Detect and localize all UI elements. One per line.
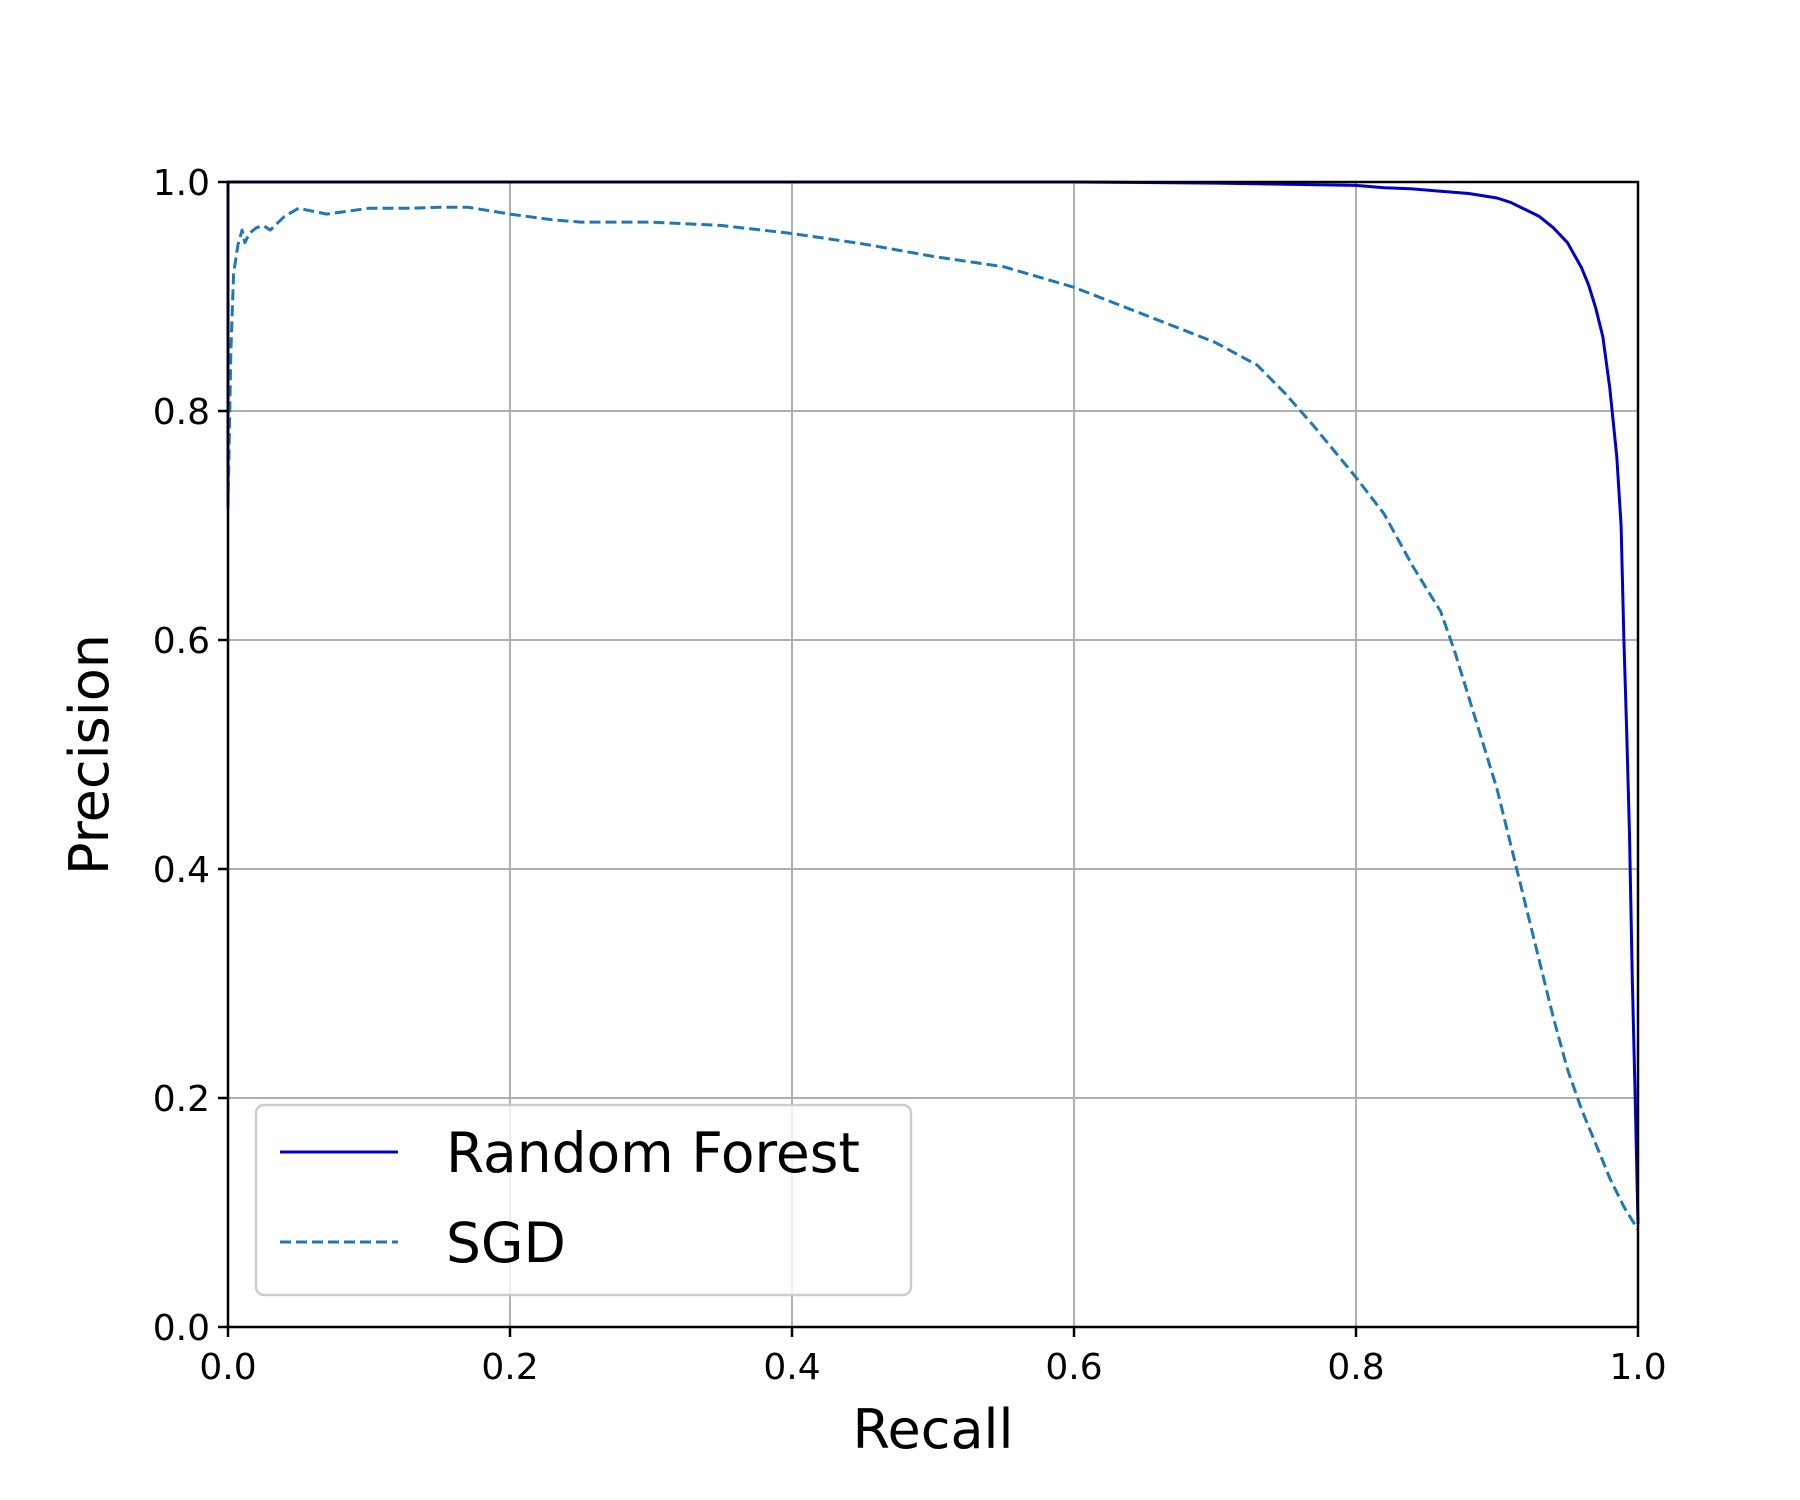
- y-tick-label: 0.2: [153, 1079, 210, 1120]
- y-tick-label: 0.4: [153, 850, 210, 891]
- y-tick-label: 0.8: [153, 392, 210, 433]
- y-tick-label: 0.6: [153, 621, 210, 662]
- y-axis-label: Precision: [58, 634, 121, 875]
- ticks: 0.0 0.2 0.4 0.6 0.8 1.0 0.0 0.2 0.4 0.6 0.8 1.0: [153, 163, 1667, 1388]
- grid: [227, 181, 1639, 1328]
- x-tick-label: 0.0: [199, 1347, 256, 1388]
- x-tick-label: 0.4: [763, 1347, 820, 1388]
- legend-label: Random Forest: [446, 1121, 860, 1185]
- x-tick-label: 1.0: [1609, 1347, 1666, 1388]
- series-line-sgd: [226, 205, 1640, 1231]
- x-tick-label: 0.8: [1327, 1347, 1384, 1388]
- x-axis-label: Recall: [852, 1398, 1013, 1461]
- legend-box: [254, 1103, 913, 1297]
- x-tick-label: 0.6: [1045, 1347, 1102, 1388]
- x-tick-label: 0.2: [481, 1347, 538, 1388]
- y-tick-label: 0.0: [153, 1308, 210, 1349]
- axes-frame: [226, 180, 1640, 1329]
- y-tick-label: 1.0: [153, 163, 210, 204]
- legend-label: SGD: [446, 1211, 566, 1275]
- legend: Random Forest SGD: [254, 1103, 913, 1297]
